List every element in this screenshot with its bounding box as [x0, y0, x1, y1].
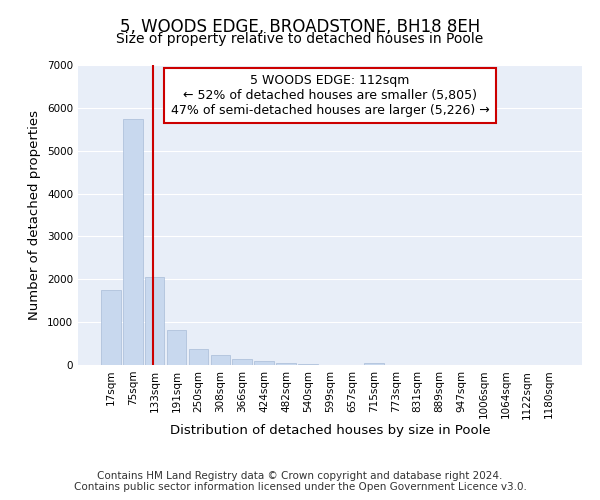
Bar [167, 330, 187, 365]
Text: Size of property relative to detached houses in Poole: Size of property relative to detached ho… [116, 32, 484, 46]
Bar [101, 290, 121, 365]
Bar [364, 362, 384, 365]
Bar [145, 277, 164, 365]
Bar [123, 118, 143, 365]
Bar [211, 356, 230, 365]
Text: 5 WOODS EDGE: 112sqm
← 52% of detached houses are smaller (5,805)
47% of semi-de: 5 WOODS EDGE: 112sqm ← 52% of detached h… [170, 74, 490, 117]
X-axis label: Distribution of detached houses by size in Poole: Distribution of detached houses by size … [170, 424, 490, 437]
Text: 5, WOODS EDGE, BROADSTONE, BH18 8EH: 5, WOODS EDGE, BROADSTONE, BH18 8EH [120, 18, 480, 36]
Bar [276, 363, 296, 365]
Bar [298, 364, 318, 365]
Y-axis label: Number of detached properties: Number of detached properties [28, 110, 41, 320]
Bar [254, 360, 274, 365]
Bar [232, 360, 252, 365]
Bar [188, 349, 208, 365]
Text: Contains HM Land Registry data © Crown copyright and database right 2024.
Contai: Contains HM Land Registry data © Crown c… [74, 471, 526, 492]
